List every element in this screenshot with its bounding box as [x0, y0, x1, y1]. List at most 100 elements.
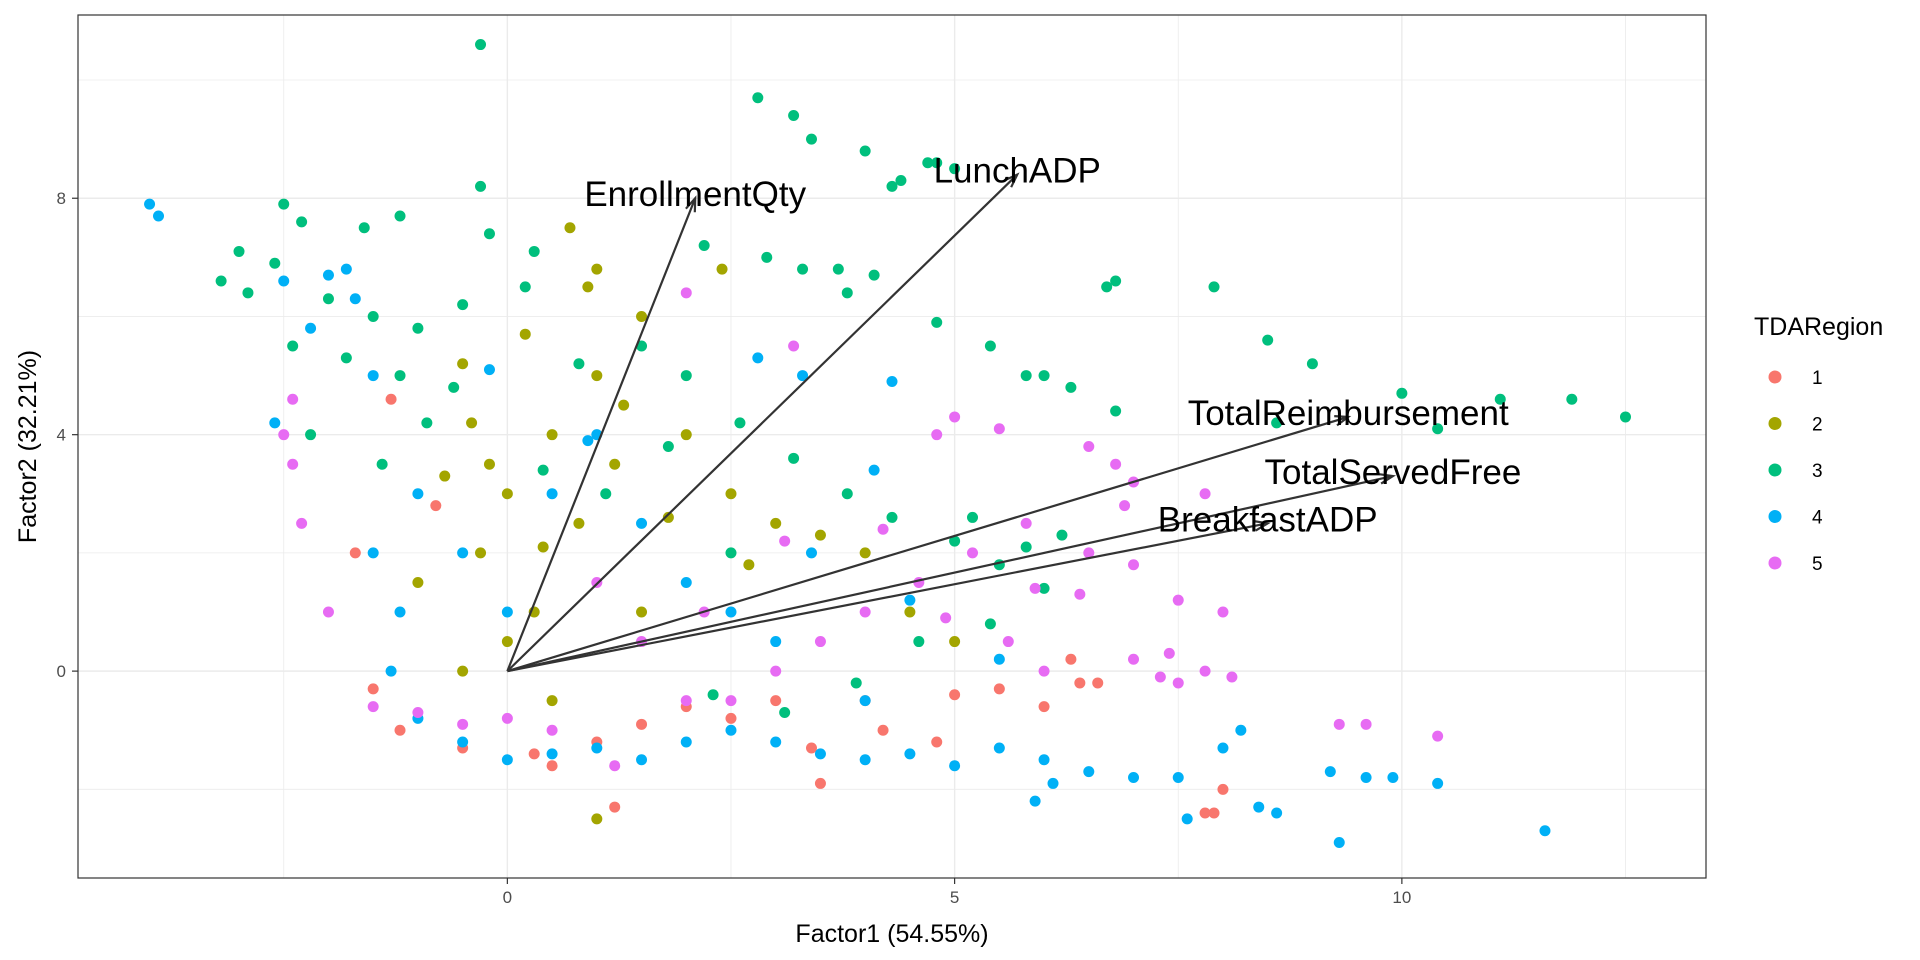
legend-key-5 — [1768, 556, 1782, 570]
point-region-5 — [788, 340, 800, 352]
point-region-4 — [412, 488, 424, 500]
point-region-5 — [1172, 594, 1184, 606]
loading-label-TotalServedFree: TotalServedFree — [1265, 453, 1522, 492]
point-region-2 — [457, 358, 469, 370]
point-region-2 — [662, 511, 674, 523]
point-region-5 — [1074, 588, 1086, 600]
legend-key-1 — [1768, 370, 1782, 384]
point-region-4 — [1253, 801, 1265, 813]
point-region-4 — [144, 198, 156, 210]
point-region-2 — [636, 310, 648, 322]
point-region-4 — [680, 736, 692, 748]
point-region-2 — [501, 636, 513, 648]
point-region-4 — [367, 547, 379, 559]
point-region-4 — [1083, 766, 1095, 778]
point-region-5 — [457, 718, 469, 730]
point-region-5 — [877, 523, 889, 535]
point-region-2 — [475, 547, 487, 559]
point-region-5 — [993, 423, 1005, 435]
point-region-5 — [1432, 730, 1444, 742]
y-tick-label: 4 — [57, 426, 66, 445]
point-region-4 — [546, 748, 558, 760]
point-region-3 — [1208, 281, 1220, 293]
point-region-5 — [287, 393, 299, 405]
point-region-4 — [797, 370, 809, 382]
point-region-3 — [1619, 411, 1631, 423]
point-region-3 — [984, 618, 996, 630]
legend-label-2: 2 — [1812, 415, 1823, 436]
point-region-4 — [993, 742, 1005, 754]
point-region-3 — [1566, 393, 1578, 405]
loading-arrowhead-TotalReimbursement — [1334, 415, 1352, 427]
point-region-3 — [984, 340, 996, 352]
point-region-3 — [752, 92, 764, 104]
point-region-3 — [1271, 417, 1283, 429]
point-region-5 — [1128, 559, 1140, 571]
loading-arrowhead-EnrollmentQty — [685, 195, 697, 213]
point-region-3 — [421, 417, 433, 429]
point-region-2 — [501, 488, 513, 500]
point-region-2 — [582, 281, 594, 293]
point-region-3 — [913, 636, 925, 648]
point-region-5 — [779, 535, 791, 547]
point-region-3 — [931, 316, 943, 328]
point-region-3 — [850, 677, 862, 689]
point-region-2 — [680, 429, 692, 441]
point-region-4 — [457, 547, 469, 559]
loading-label-BreakfastADP: BreakfastADP — [1158, 500, 1378, 539]
point-region-3 — [269, 257, 281, 269]
loading-arrow-EnrollmentQty — [506, 197, 697, 672]
point-region-5 — [1360, 718, 1372, 730]
point-region-4 — [546, 488, 558, 500]
point-region-4 — [1128, 772, 1140, 784]
loading-arrow-TotalReimbursement — [507, 415, 1349, 673]
point-region-4 — [385, 665, 397, 677]
point-region-3 — [233, 245, 245, 257]
point-region-4 — [582, 435, 594, 447]
point-region-2 — [519, 328, 531, 340]
point-region-3 — [537, 464, 549, 476]
point-region-4 — [1432, 777, 1444, 789]
legend-label-1: 1 — [1812, 368, 1823, 389]
point-region-3 — [475, 39, 487, 51]
point-region-4 — [904, 594, 916, 606]
point-region-3 — [931, 157, 943, 169]
point-region-5 — [967, 547, 979, 559]
point-region-5 — [1038, 665, 1050, 677]
point-region-3 — [662, 441, 674, 452]
point-region-3 — [868, 269, 880, 281]
loading-label-TotalReimbursement: TotalReimbursement — [1188, 394, 1509, 433]
point-region-5 — [546, 724, 558, 736]
point-region-4 — [886, 375, 898, 387]
point-region-4 — [394, 606, 406, 618]
point-region-4 — [501, 606, 513, 618]
point-region-3 — [886, 180, 898, 192]
point-region-2 — [725, 488, 737, 500]
point-region-3 — [707, 689, 719, 701]
point-region-3 — [841, 287, 853, 299]
point-region-3 — [832, 263, 844, 275]
loading-arrow-TotalServedFree — [507, 474, 1394, 673]
point-region-5 — [322, 606, 334, 618]
point-region-1 — [430, 500, 442, 512]
point-region-3 — [725, 547, 737, 559]
point-region-3 — [1020, 541, 1032, 553]
legend-key-3 — [1768, 463, 1782, 477]
point-region-3 — [1396, 387, 1408, 399]
x-tick-label: 10 — [1392, 888, 1411, 907]
x-tick-label: 5 — [950, 888, 959, 907]
point-region-4 — [636, 754, 648, 766]
point-region-3 — [779, 706, 791, 718]
point-region-2 — [457, 665, 469, 677]
point-region-3 — [322, 293, 334, 305]
point-region-3 — [1306, 358, 1318, 370]
point-region-3 — [1432, 423, 1444, 435]
point-region-4 — [269, 417, 281, 429]
point-region-3 — [242, 287, 254, 299]
point-region-3 — [1065, 381, 1077, 393]
legend-label-3: 3 — [1812, 461, 1823, 482]
point-region-2 — [904, 606, 916, 618]
point-region-4 — [457, 736, 469, 748]
point-region-3 — [287, 340, 299, 352]
point-region-2 — [743, 559, 755, 571]
